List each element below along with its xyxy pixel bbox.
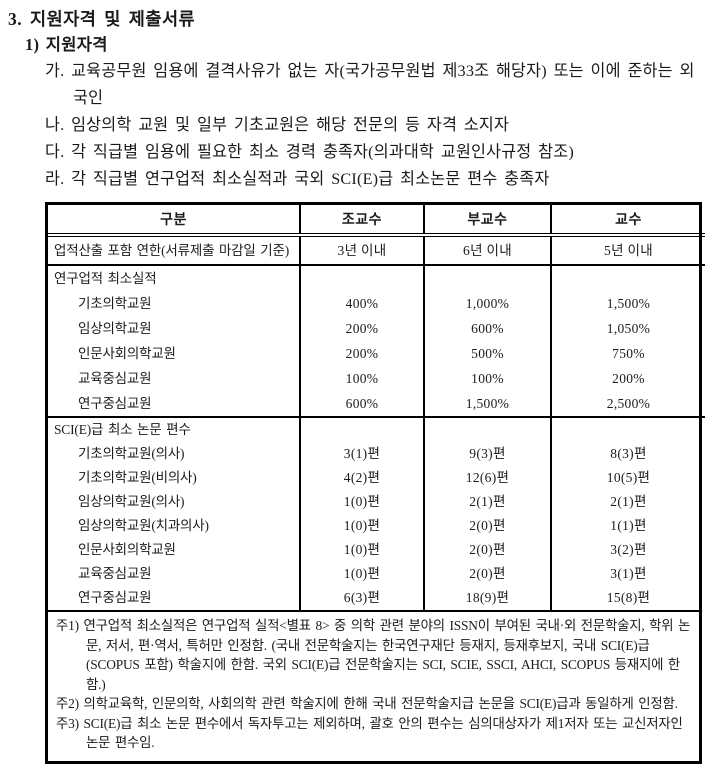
qualification-item-ga: 가. 교육공무원 임용에 결격사유가 없는 자(국가공무원법 제33조 해당자)… — [45, 62, 695, 107]
footnote-1: 주1) 연구업적 최소실적은 연구업적 실적<별표 8> 중 의학 관련 분야의… — [56, 618, 691, 692]
cell-value: 600% — [423, 316, 551, 341]
row-label: 업적산출 포함 연한(서류제출 마감일 기준) — [48, 235, 300, 266]
cell-value: 18(9)편 — [423, 586, 551, 610]
table-row-year-limit: 업적산출 포함 연한(서류제출 마감일 기준) 3년 이내 6년 이내 5년 이… — [48, 235, 705, 266]
cell-value: 500% — [423, 341, 551, 366]
cell-value: 1(0)편 — [299, 562, 424, 586]
table-row-section-sci: SCI(E)급 최소 논문 편수 — [48, 416, 705, 442]
cell-value: 200% — [550, 366, 705, 391]
table-row: 임상의학교원(의사) 1(0)편 2(1)편 2(1)편 — [48, 490, 705, 514]
cell-value: 3년 이내 — [299, 235, 424, 266]
cell-value: 1,500% — [423, 391, 551, 417]
row-label: 기초의학교원(의사) — [78, 446, 185, 461]
cell-value: 2(0)편 — [423, 514, 551, 538]
cell-value: 200% — [299, 341, 424, 366]
cell-empty — [550, 416, 705, 442]
cell-empty — [299, 416, 424, 442]
cell-value: 6(3)편 — [299, 586, 424, 610]
cell-value: 2(1)편 — [423, 490, 551, 514]
cell-value: 100% — [423, 366, 551, 391]
cell-value: 2(0)편 — [423, 562, 551, 586]
cell-value: 6년 이내 — [423, 235, 551, 266]
cell-value: 1(0)편 — [299, 514, 424, 538]
table-row-section-research: 연구업적 최소실적 — [48, 265, 705, 291]
cell-value: 1(0)편 — [299, 490, 424, 514]
cell-value: 1(0)편 — [299, 538, 424, 562]
cell-value: 10(5)편 — [550, 466, 705, 490]
table-row: 인문사회의학교원 200% 500% 750% — [48, 341, 705, 366]
table-row: 교육중심교원 1(0)편 2(0)편 3(1)편 — [48, 562, 705, 586]
cell-value: 12(6)편 — [423, 466, 551, 490]
cell-value: 1,050% — [550, 316, 705, 341]
cell-value: 1,000% — [423, 291, 551, 316]
cell-value: 2(1)편 — [550, 490, 705, 514]
cell-empty — [299, 265, 424, 291]
table-header-row: 구분 조교수 부교수 교수 — [48, 205, 705, 237]
footnotes: 주1) 연구업적 최소실적은 연구업적 실적<별표 8> 중 의학 관련 분야의… — [48, 610, 699, 761]
table-row: 인문사회의학교원 1(0)편 2(0)편 3(2)편 — [48, 538, 705, 562]
column-header-category: 구분 — [48, 205, 300, 237]
qualification-table-box: 구분 조교수 부교수 교수 업적산출 포함 연한(서류제출 마감일 기준) 3년… — [45, 202, 705, 764]
qualification-item-ra: 라. 각 직급별 연구업적 최소실적과 국외 SCI(E)급 최소논문 편수 충… — [45, 170, 550, 188]
row-label: 교육중심교원 — [78, 566, 152, 581]
row-label: 연구중심교원 — [78, 590, 152, 605]
cell-value: 2(0)편 — [423, 538, 551, 562]
cell-value: 1(1)편 — [550, 514, 705, 538]
cell-empty — [423, 416, 551, 442]
column-header-assistant-professor: 조교수 — [299, 205, 424, 237]
cell-value: 200% — [299, 316, 424, 341]
table-row: 기초의학교원 400% 1,000% 1,500% — [48, 291, 705, 316]
table-row: 임상의학교원 200% 600% 1,050% — [48, 316, 705, 341]
cell-value: 5년 이내 — [550, 235, 705, 266]
cell-empty — [550, 265, 705, 291]
row-label: 기초의학교원 — [78, 295, 152, 311]
cell-value: 8(3)편 — [550, 442, 705, 466]
column-header-associate-professor: 부교수 — [423, 205, 551, 237]
section-title: 연구업적 최소실적 — [54, 270, 157, 286]
cell-empty — [423, 265, 551, 291]
cell-value: 600% — [299, 391, 424, 417]
cell-value: 4(2)편 — [299, 466, 424, 490]
cell-value: 400% — [299, 291, 424, 316]
row-label: 인문사회의학교원 — [78, 345, 176, 361]
cell-value: 3(2)편 — [550, 538, 705, 562]
cell-value: 3(1)편 — [299, 442, 424, 466]
row-label: 임상의학교원 — [78, 320, 152, 336]
row-label: 교육중심교원 — [78, 370, 152, 386]
qualification-table: 구분 조교수 부교수 교수 업적산출 포함 연한(서류제출 마감일 기준) 3년… — [48, 205, 705, 610]
column-header-professor: 교수 — [550, 205, 705, 237]
section-heading: 1) 지원자격 — [25, 35, 108, 54]
row-label: 기초의학교원(비의사) — [78, 470, 197, 485]
cell-value: 9(3)편 — [423, 442, 551, 466]
qualification-item-da: 다. 각 직급별 임용에 필요한 최소 경력 충족자(의과대학 교원인사규정 참… — [45, 143, 574, 161]
page-title: 3. 지원자격 및 제출서류 — [8, 9, 196, 29]
row-label: 연구중심교원 — [78, 395, 152, 411]
cell-value: 1,500% — [550, 291, 705, 316]
table-row: 기초의학교원(의사) 3(1)편 9(3)편 8(3)편 — [48, 442, 705, 466]
row-label: 인문사회의학교원 — [78, 542, 176, 557]
cell-value: 3(1)편 — [550, 562, 705, 586]
cell-value: 15(8)편 — [550, 586, 705, 610]
table-row: 임상의학교원(치과의사) 1(0)편 2(0)편 1(1)편 — [48, 514, 705, 538]
table-row: 연구중심교원 600% 1,500% 2,500% — [48, 391, 705, 417]
footnote-2: 주2) 의학교육학, 인문의학, 사회의학 관련 학술지에 한해 국내 전문학술… — [56, 696, 678, 711]
cell-value: 2,500% — [550, 391, 705, 417]
row-label: 임상의학교원(치과의사) — [78, 518, 209, 533]
table-row: 기초의학교원(비의사) 4(2)편 12(6)편 10(5)편 — [48, 466, 705, 490]
cell-value: 750% — [550, 341, 705, 366]
footnote-3: 주3) SCI(E)급 최소 논문 편수에서 독자투고는 제외하며, 괄호 안의… — [56, 715, 683, 751]
qualification-item-na: 나. 임상의학 교원 및 일부 기초교원은 해당 전문의 등 자격 소지자 — [45, 116, 510, 134]
table-row: 교육중심교원 100% 100% 200% — [48, 366, 705, 391]
table-row: 연구중심교원 6(3)편 18(9)편 15(8)편 — [48, 586, 705, 610]
cell-value: 100% — [299, 366, 424, 391]
row-label: 임상의학교원(의사) — [78, 494, 185, 509]
section-title: SCI(E)급 최소 논문 편수 — [48, 416, 300, 442]
